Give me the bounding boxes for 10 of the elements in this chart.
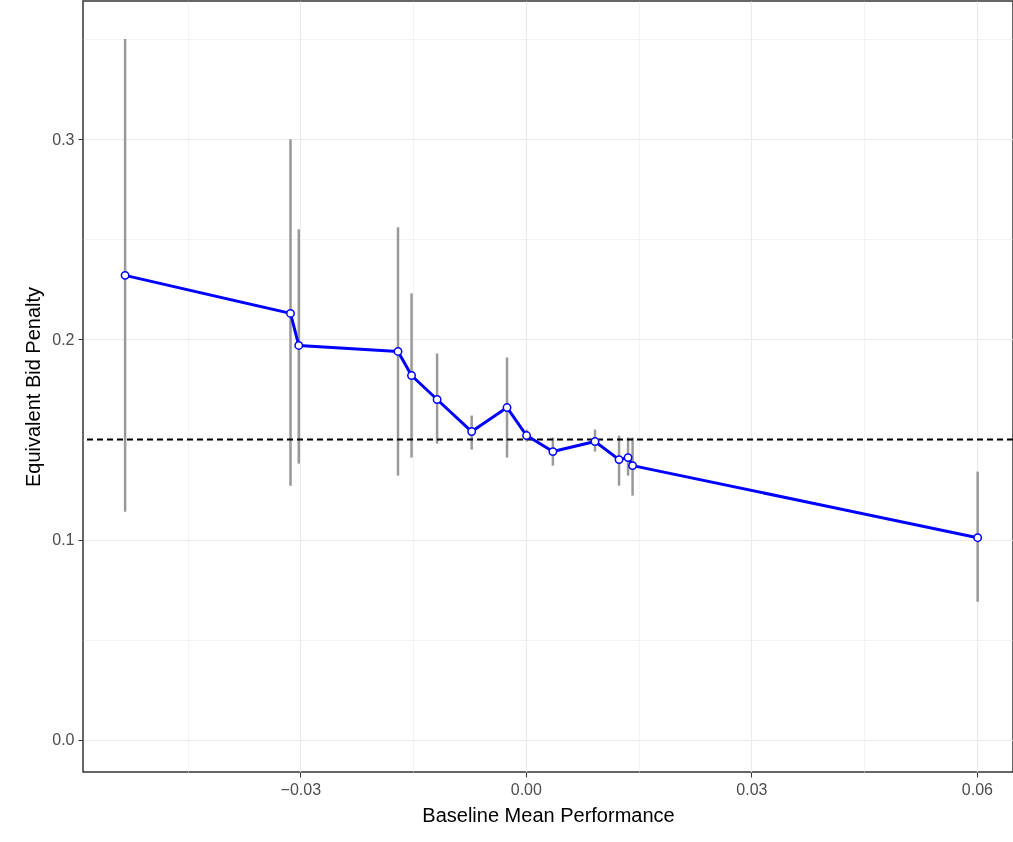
x-tick-label: −0.03 xyxy=(280,780,322,798)
x-axis-title: Baseline Mean Performance xyxy=(422,803,675,826)
x-tick-label: 0.03 xyxy=(736,780,768,798)
y-tick-label: 0.2 xyxy=(52,330,75,348)
y-tick-label: 0.0 xyxy=(52,731,75,749)
y-tick-label: 0.1 xyxy=(52,531,75,549)
x-tick-label: 0.00 xyxy=(510,780,542,798)
x-tick-label: 0.06 xyxy=(961,780,994,798)
y-tick-label: 0.3 xyxy=(52,130,75,148)
y-axis-title: Equivalent Bid Penalty xyxy=(22,286,45,488)
